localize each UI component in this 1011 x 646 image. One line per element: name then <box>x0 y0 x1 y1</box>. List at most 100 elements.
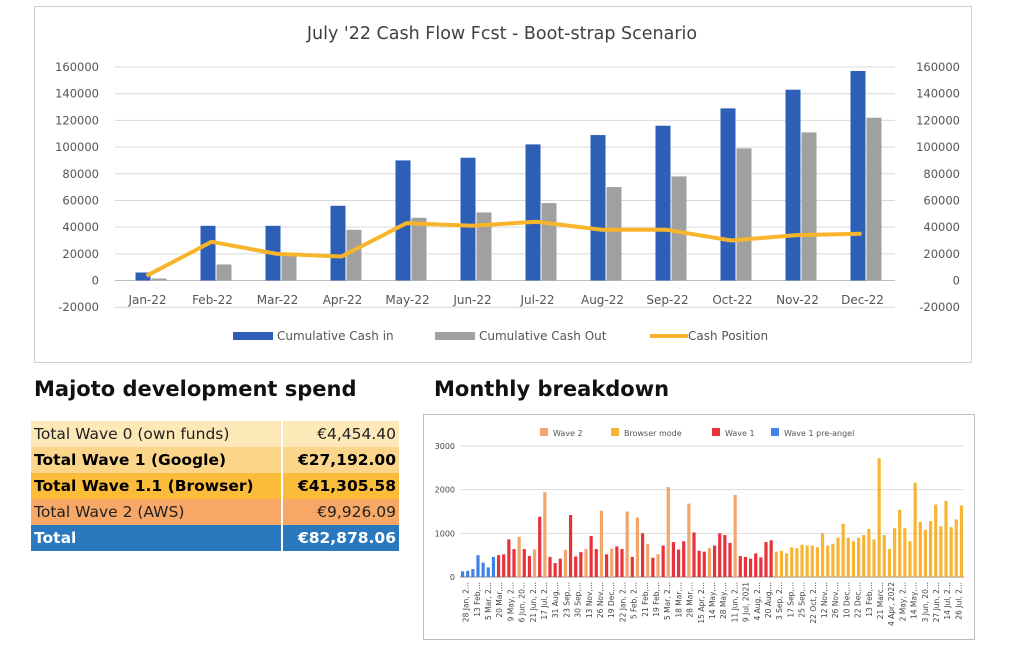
monthly-x-label-27: 20 Aug,... <box>764 582 773 618</box>
monthly-x-label-6: 21 Jun, 2... <box>529 582 538 622</box>
bar-cash-out-sep-22 <box>671 176 687 281</box>
cash-position-polyline <box>145 219 862 278</box>
monthly-bar-browser-mode-73 <box>836 537 840 577</box>
monthly-bar-wave-1-17 <box>548 556 552 577</box>
monthly-x-label-16: 21 Feb,... <box>641 582 650 617</box>
y-tick-left-20000: -20000 <box>58 300 99 314</box>
monthly-x-label-2: 5 Mar, 2... <box>484 582 493 620</box>
monthly-bar-wave-1-41 <box>671 542 676 577</box>
bar-cash-out-dec-22 <box>866 117 882 281</box>
monthly-bar-browser-mode-82 <box>882 535 886 577</box>
monthly-bar-browser-mode-62 <box>779 550 784 577</box>
x-tick-aug-22: Aug-22 <box>581 293 624 307</box>
monthly-bar-wave-1-pre-angel-4 <box>481 562 485 577</box>
monthly-breakdown-svg: Wave 2 Browser mode Wave 1 Wave 1 pre-angel… <box>435 428 964 626</box>
monthly-bar-wave-2-16 <box>543 492 547 577</box>
monthly-bar-wave-1-28 <box>604 554 609 577</box>
monthly-bar-wave-1-12 <box>522 549 526 577</box>
y-tick-right-60000: 60000 <box>923 193 960 207</box>
bar-cash-in-jul-22 <box>525 144 541 281</box>
monthly-x-label-23: 28 May,... <box>719 582 728 619</box>
monthly-bar-browser-mode-88 <box>913 482 917 577</box>
legend-label-wave-1: Wave 1 <box>725 429 755 438</box>
monthly-bars <box>460 458 964 577</box>
monthly-bar-browser-mode-63 <box>784 553 789 577</box>
legend-swatch-cash-in <box>233 332 273 340</box>
bars <box>135 71 882 281</box>
spend-table: Total Wave 0 (own funds) €4,454.40 Total W… <box>31 421 399 551</box>
x-tick-jun-22: Jun-22 <box>452 293 491 307</box>
monthly-bar-browser-mode-94 <box>944 501 948 577</box>
monthly-bar-wave-1-60 <box>769 540 773 577</box>
monthly-bar-browser-mode-83 <box>887 549 892 577</box>
monthly-x-label-22: 14 May,... <box>708 582 717 619</box>
monthly-bar-browser-mode-69 <box>815 547 820 577</box>
monthly-bar-wave-1-25 <box>589 535 593 577</box>
monthly-x-label-20: 28 Mar,... <box>686 582 695 618</box>
monthly-bar-browser-mode-65 <box>795 548 799 577</box>
monthly-bar-wave-1-47 <box>702 551 706 577</box>
monthly-bar-wave-1-57 <box>754 553 758 577</box>
monthly-bar-wave-1-7 <box>496 555 501 577</box>
monthly-x-label-30: 25 Sep,... <box>798 582 807 618</box>
monthly-x-label-3: 20 Mar,... <box>495 582 504 618</box>
y-tick-left-40000: 40000 <box>62 220 99 234</box>
monthly-bar-browser-mode-92 <box>934 504 938 577</box>
monthly-bar-wave-1-23 <box>579 552 583 577</box>
spend-amount: €9,926.09 <box>317 503 396 521</box>
monthly-bar-browser-mode-86 <box>903 528 907 577</box>
monthly-bar-wave-1-31 <box>620 549 624 577</box>
monthly-x-label-26: 4 Aug, 2... <box>753 582 762 621</box>
y-tick-right-80000: 80000 <box>923 167 960 181</box>
y-tick-right-100000: 100000 <box>916 140 960 154</box>
monthly-x-label-9: 23 Sep,... <box>562 582 571 618</box>
monthly-bar-wave-1-9 <box>507 539 511 577</box>
y-tick-right-20000: -20000 <box>919 300 960 314</box>
spend-row-total-wave-0-own-funds: Total Wave 0 (own funds) €4,454.40 <box>31 421 399 447</box>
x-tick-dec-22: Dec-22 <box>841 293 884 307</box>
monthly-x-label-37: 21 Marc... <box>876 582 885 619</box>
monthly-bar-wave-1-30 <box>615 546 619 577</box>
monthly-bar-wave-1-10 <box>512 549 516 577</box>
monthly-bar-wave-1-15 <box>538 516 542 577</box>
y-tick-right-20000: 20000 <box>923 247 960 261</box>
monthly-bar-browser-mode-85 <box>898 509 902 577</box>
monthly-x-label-36: 13 Feb,... <box>865 582 874 617</box>
spend-row-total-wave-2-aws: Total Wave 2 (AWS) €9,926.09 <box>31 499 399 525</box>
monthly-heading: Monthly breakdown <box>434 377 670 401</box>
y-tick-left-80000: 80000 <box>62 167 99 181</box>
monthly-bar-wave-1-8 <box>502 554 506 577</box>
monthly-bar-wave-1-pre-angel-1 <box>466 570 470 577</box>
monthly-bar-wave-1-43 <box>682 541 686 577</box>
bar-cash-out-nov-22 <box>801 132 817 281</box>
spend-amount: €82,878.06 <box>297 529 396 547</box>
x-tick-may-22: May-22 <box>385 293 429 307</box>
monthly-x-label-34: 10 Dec,... <box>842 582 851 618</box>
monthly-bar-wave-2-38 <box>656 554 660 577</box>
monthly-bar-browser-mode-93 <box>939 526 943 577</box>
monthly-bar-wave-1-pre-angel-2 <box>471 569 475 577</box>
monthly-bar-browser-mode-80 <box>872 539 876 577</box>
x-tick-jul-22: Jul-22 <box>519 293 554 307</box>
monthly-x-label-11: 13 Nov,... <box>585 582 594 618</box>
monthly-bar-wave-2-40 <box>666 487 670 577</box>
monthly-bar-browser-mode-81 <box>877 458 881 577</box>
monthly-bar-browser-mode-97 <box>959 505 964 577</box>
monthly-x-labels: 28 Jan, 2... 13 Feb,... 5 Mar, 2... 20 Mar,… <box>462 582 964 626</box>
y-tick-left-0: 0 <box>92 274 99 288</box>
monthly-bar-browser-mode-76 <box>851 541 856 577</box>
legend-label-wave-1-pre-angel: Wave 1 pre-angel <box>784 429 854 438</box>
monthly-bar-browser-mode-78 <box>862 535 866 577</box>
monthly-bar-wave-1-pre-angel-3 <box>476 555 480 577</box>
monthly-bar-browser-mode-91 <box>928 521 933 577</box>
monthly-bar-wave-2-20 <box>563 549 568 577</box>
monthly-bar-browser-mode-84 <box>892 528 897 577</box>
chart-title: July '22 Cash Flow Fcst - Boot-strap Sce… <box>306 24 697 44</box>
spend-row-total: Total €82,878.06 <box>31 525 399 551</box>
cash-position-line <box>145 219 862 278</box>
monthly-x-label-33: 26 Nov,... <box>831 582 840 618</box>
monthly-bar-wave-1-18 <box>553 563 557 577</box>
monthly-bar-browser-mode-75 <box>846 537 850 577</box>
monthly-breakdown-chart: Wave 2 Browser mode Wave 1 Wave 1 pre-angel… <box>423 414 975 640</box>
monthly-bar-wave-2-53 <box>733 494 737 577</box>
